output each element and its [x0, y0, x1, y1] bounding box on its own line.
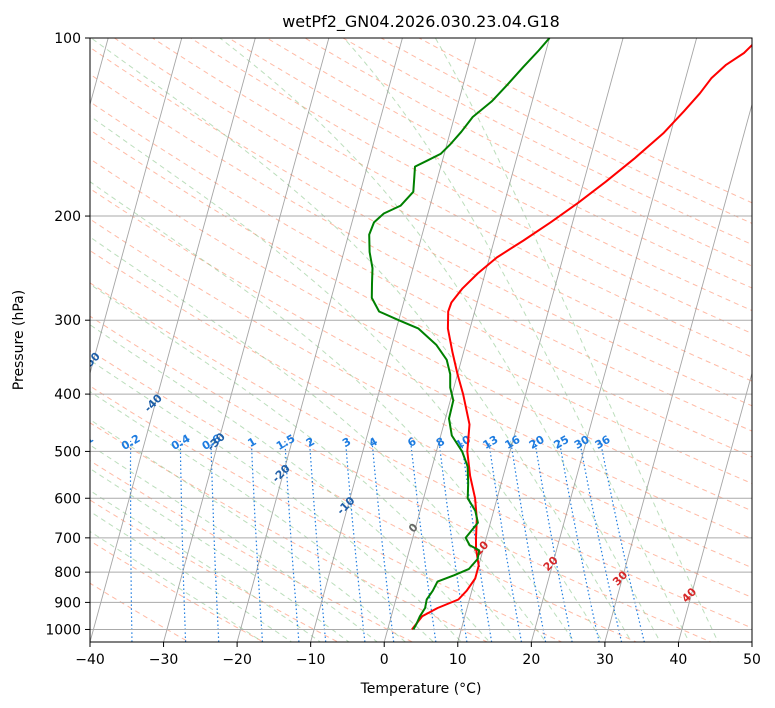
moist-adiabat — [90, 324, 491, 642]
dry-adiabat — [90, 218, 752, 569]
mixing-ratio-line — [410, 440, 437, 642]
moist-adiabat — [90, 283, 519, 642]
dry-adiabat — [90, 460, 414, 642]
x-tick-label: −30 — [149, 652, 179, 668]
y-tick-label: 700 — [54, 531, 81, 547]
y-tick-label: 500 — [54, 444, 81, 460]
mixing-ratio-line — [344, 440, 366, 642]
temperature-line — [411, 43, 752, 631]
y-tick-label: 100 — [54, 31, 81, 47]
x-tick-label: −10 — [296, 652, 326, 668]
moist-adiabat — [90, 115, 604, 642]
y-tick-label: 400 — [54, 387, 81, 403]
x-tick-label: −40 — [75, 652, 105, 668]
mixing-ratio-line — [210, 440, 220, 642]
mixing-ratio-label: 0.1 — [72, 432, 95, 453]
moist-adiabat — [219, 38, 661, 642]
x-axis-label: Temperature (°C) — [360, 681, 482, 697]
x-tick-label: 10 — [449, 652, 467, 668]
x-tick-label: −20 — [222, 652, 252, 668]
dry-adiabat — [90, 249, 752, 598]
mixing-ratio-line — [284, 440, 300, 642]
dry-adiabat — [90, 350, 638, 642]
isotherm — [383, 38, 550, 642]
dewpoint-line — [368, 38, 551, 630]
x-tick-label: 50 — [743, 652, 761, 668]
dry-adiabat — [113, 38, 752, 382]
y-axis: 100 200 300 400 500 600 700 800 900 1000 — [45, 31, 90, 638]
y-tick-label: 900 — [54, 595, 81, 611]
dry-adiabat — [90, 158, 752, 512]
x-axis: −40 −30 −20 −10 0 10 20 30 40 50 — [75, 642, 761, 668]
mixing-ratio-line — [308, 440, 327, 642]
dry-adiabat — [90, 315, 713, 642]
moist-adiabat — [90, 418, 407, 642]
dry-adiabat — [90, 101, 752, 458]
mixing-ratio-line — [438, 440, 468, 642]
dry-adiabats — [90, 38, 752, 642]
x-tick-label: 30 — [596, 652, 614, 668]
isotherm — [678, 371, 752, 642]
plot-frame — [89, 37, 753, 643]
isotherm — [90, 38, 256, 642]
dry-adiabat — [227, 38, 752, 312]
skewed-isotherms — [90, 38, 752, 642]
profile-series — [368, 38, 752, 631]
y-tick-label: 300 — [54, 313, 81, 329]
moist-adiabat — [90, 510, 293, 642]
dry-adiabat — [189, 38, 752, 335]
dry-adiabat — [90, 499, 339, 642]
mixing-ratio-line — [250, 440, 264, 642]
y-tick-label: 600 — [54, 491, 81, 507]
mixing-ratio-line — [488, 440, 523, 642]
x-tick-label: 0 — [380, 652, 389, 668]
dry-adiabat — [90, 282, 752, 629]
x-tick-label: 20 — [522, 652, 540, 668]
x-tick-label: 40 — [670, 652, 688, 668]
isotherm — [530, 38, 698, 642]
mixing-ratio-line — [129, 440, 133, 642]
isotherm — [310, 38, 477, 642]
mixing-ratio-line — [371, 440, 395, 642]
y-tick-label: 1000 — [45, 622, 81, 638]
chart-title: wetPf2_GN04.2026.030.23.04.G18 — [282, 12, 560, 32]
isotherm — [604, 102, 752, 642]
dry-adiabat — [90, 46, 752, 407]
isotherm — [90, 38, 183, 375]
isotherm — [236, 38, 403, 642]
dry-adiabat — [90, 188, 752, 540]
isotherm — [163, 38, 330, 642]
pressure-gridlines — [90, 38, 752, 630]
y-axis-label: Pressure (hPa) — [11, 290, 27, 390]
plot-area: 0.10.20.40.611.52346810131620253036-100-… — [72, 38, 752, 642]
y-tick-label: 800 — [54, 565, 81, 581]
isotherm — [457, 38, 624, 642]
dry-adiabat — [90, 582, 190, 642]
y-tick-label: 200 — [54, 209, 81, 225]
dry-adiabat — [90, 385, 563, 642]
